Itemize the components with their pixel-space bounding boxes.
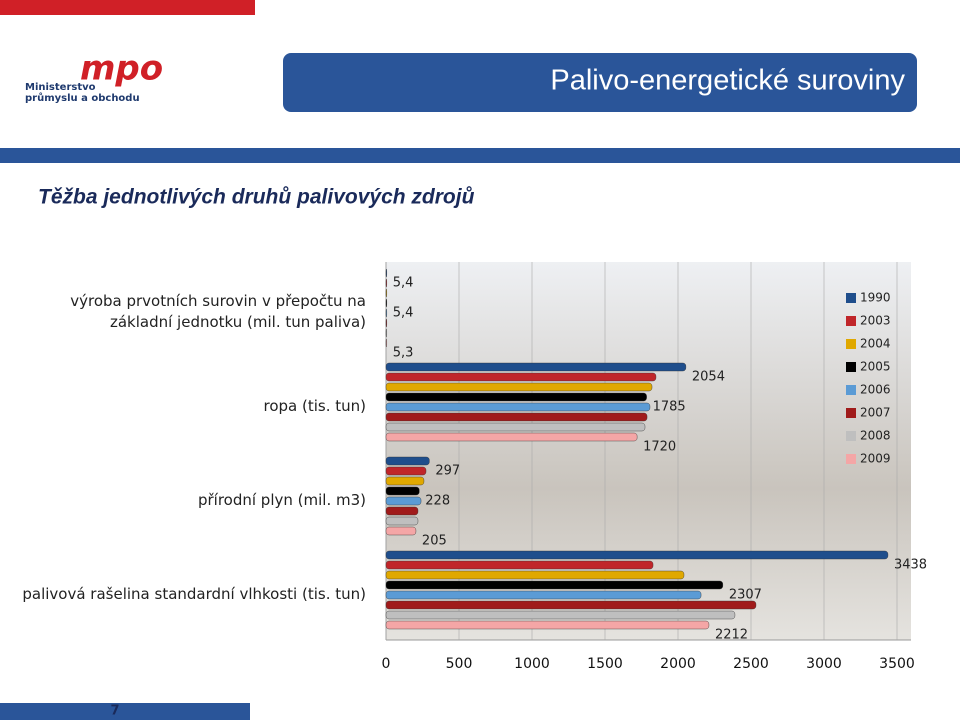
bar bbox=[385, 318, 387, 328]
bar bbox=[385, 456, 430, 466]
y-tick-label: palivová rašelina standardní vlhkosti (t… bbox=[22, 584, 366, 603]
bar bbox=[385, 486, 420, 496]
data-label: 205 bbox=[422, 534, 447, 549]
footer-bar bbox=[0, 703, 250, 720]
bar bbox=[385, 476, 425, 486]
x-tick-label: 500 bbox=[446, 656, 473, 672]
bar bbox=[385, 432, 638, 442]
bar bbox=[385, 402, 651, 412]
bar bbox=[385, 620, 710, 630]
logo-text: Ministerstvo průmyslu a obchodu bbox=[25, 82, 140, 104]
category-box: palivová rašelina standardní vlhkosti (t… bbox=[22, 584, 366, 603]
bar bbox=[385, 600, 757, 610]
legend-label: 2005 bbox=[860, 360, 891, 374]
x-tick-label: 0 bbox=[382, 656, 391, 672]
bar bbox=[385, 590, 702, 600]
y-tick-label: přírodní plyn (mil. m3) bbox=[197, 490, 366, 509]
bar bbox=[385, 362, 687, 372]
data-label: 5,4 bbox=[393, 306, 414, 321]
legend-swatch bbox=[846, 431, 856, 441]
legend-label: 2008 bbox=[860, 429, 891, 443]
x-tick-label: 3000 bbox=[806, 656, 842, 672]
bar bbox=[385, 328, 387, 338]
category-box: přírodní plyn (mil. m3) bbox=[197, 490, 366, 509]
bar bbox=[385, 422, 646, 432]
bar bbox=[385, 308, 387, 318]
bar bbox=[385, 516, 419, 526]
y-tick-label: výroba prvotních surovin v přepočtu na z… bbox=[70, 292, 366, 331]
bar bbox=[385, 392, 647, 402]
bar bbox=[385, 560, 654, 570]
bar bbox=[385, 298, 387, 308]
legend-label: 2009 bbox=[860, 452, 891, 466]
legend-label: 2006 bbox=[860, 383, 891, 397]
header-band bbox=[0, 148, 960, 163]
bar bbox=[385, 496, 422, 506]
legend-swatch bbox=[846, 362, 856, 372]
x-tick-label: 3500 bbox=[879, 656, 915, 672]
bar bbox=[385, 570, 685, 580]
logo-text-box: Ministerstvo průmyslu a obchodu bbox=[25, 82, 140, 104]
data-label: 2307 bbox=[729, 588, 762, 603]
header-box bbox=[283, 53, 917, 112]
data-label: 5,3 bbox=[393, 346, 414, 361]
data-label: 1785 bbox=[653, 400, 686, 415]
legend-label: 1990 bbox=[860, 291, 891, 305]
data-label: 5,4 bbox=[393, 276, 414, 291]
bar bbox=[385, 268, 387, 278]
bar bbox=[385, 526, 417, 536]
bar bbox=[385, 506, 419, 516]
bar bbox=[385, 550, 889, 560]
legend-swatch bbox=[846, 339, 856, 349]
y-tick-label: ropa (tis. tun) bbox=[263, 396, 367, 415]
data-label: 1720 bbox=[643, 440, 676, 455]
legend-label: 2007 bbox=[860, 406, 891, 420]
data-label: 2212 bbox=[715, 628, 748, 643]
category-box: výroba prvotních surovin v přepočtu na z… bbox=[70, 292, 366, 331]
slide-title: Těžba jednotlivých druhů palivových zdro… bbox=[38, 186, 475, 209]
legend-label: 2003 bbox=[860, 314, 891, 328]
bar bbox=[385, 278, 387, 288]
bar bbox=[385, 580, 724, 590]
data-label: 297 bbox=[435, 464, 460, 479]
x-tick-label: 2500 bbox=[733, 656, 769, 672]
bar bbox=[385, 372, 657, 382]
legend-swatch bbox=[846, 316, 856, 326]
header-title: Palivo-energetické suroviny bbox=[550, 65, 905, 97]
bar bbox=[385, 382, 653, 392]
data-label: 3438 bbox=[894, 558, 927, 573]
bar bbox=[385, 466, 427, 476]
legend-swatch bbox=[846, 385, 856, 395]
x-tick-label: 1000 bbox=[514, 656, 550, 672]
legend-swatch bbox=[846, 408, 856, 418]
bar bbox=[385, 412, 648, 422]
legend-label: 2004 bbox=[860, 337, 891, 351]
x-tick-label: 1500 bbox=[587, 656, 623, 672]
data-label: 2054 bbox=[692, 370, 725, 385]
bar bbox=[385, 338, 387, 348]
logo-mark: mpo bbox=[80, 49, 163, 89]
bar bbox=[385, 288, 387, 298]
data-label: 228 bbox=[425, 494, 450, 509]
page-number: 7 bbox=[110, 704, 119, 719]
legend-swatch bbox=[846, 293, 856, 303]
legend-swatch bbox=[846, 454, 856, 464]
bar bbox=[385, 610, 736, 620]
top-accent bbox=[0, 0, 255, 15]
category-box: ropa (tis. tun) bbox=[263, 396, 367, 415]
x-tick-label: 2000 bbox=[660, 656, 696, 672]
